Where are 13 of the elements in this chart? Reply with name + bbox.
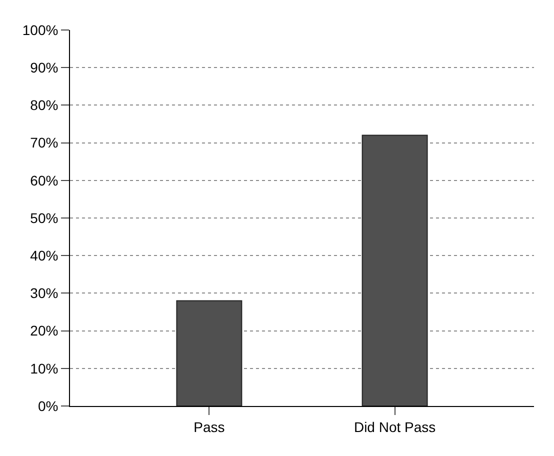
y-tick-label: 90% <box>30 60 58 76</box>
y-tick-label: 70% <box>30 134 58 151</box>
y-tick-label: 0% <box>38 398 58 414</box>
y-tick-label: 100% <box>22 22 58 38</box>
y-tick-label: 30% <box>30 285 58 302</box>
y-tick-label: 60% <box>30 172 58 188</box>
x-tick-label: Pass <box>194 418 225 435</box>
y-tick-label: 50% <box>30 210 58 226</box>
y-tick-label: 20% <box>30 322 58 339</box>
y-tick-label: 40% <box>30 248 58 264</box>
x-tick-label: Did Not Pass <box>354 418 436 435</box>
y-tick-label: 10% <box>30 360 58 376</box>
y-tick-label: 80% <box>30 97 58 114</box>
